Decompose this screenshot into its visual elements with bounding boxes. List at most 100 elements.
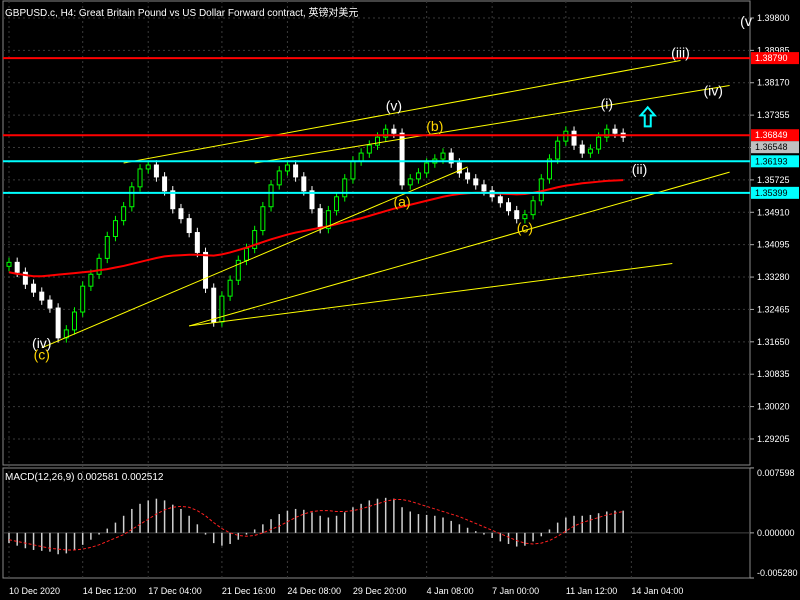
candle-body [153,164,159,178]
price-tick-label: 1.32465 [757,304,790,314]
candle-body [587,148,593,154]
price-tick-label: 1.33280 [757,272,790,282]
trend-line [189,263,673,327]
price-tick-label: 1.34095 [757,240,790,250]
time-tick-label: 21 Dec 16:00 [222,586,276,596]
candle-body [465,172,471,180]
time-tick-label: 14 Dec 12:00 [83,586,137,596]
candle-body [530,200,536,216]
wave-label: (ii) [632,161,648,177]
candle-body [391,128,397,134]
price-tick-label: 1.34910 [757,207,790,217]
level-price-label: 1.35399 [755,188,788,198]
trend-line [123,59,681,164]
price-tick-label: 1.35725 [757,175,790,185]
wave-label: (iv) [32,335,51,351]
price-tick-label: 1.37355 [757,110,790,120]
level-price-label: 1.38790 [755,53,788,63]
candle-body [334,196,340,212]
candle-body [72,311,78,331]
candle-body [555,140,561,160]
candle-body [309,190,315,210]
candle-body [219,295,225,323]
candle-body [227,279,233,297]
candle-body [137,168,143,188]
candle-body [612,128,618,134]
macd-tick-label: 0.000000 [757,528,795,538]
time-tick-label: 10 Dec 2020 [9,586,60,596]
candle-body [112,220,118,238]
wave-label: (iv) [704,82,723,98]
candle-body [260,206,266,232]
candle-body [506,202,512,212]
level-price-tag [751,141,799,154]
price-tick-label: 1.38170 [757,78,790,88]
candle-body [284,164,290,172]
macd-tick-label: 0.007598 [757,468,795,478]
candle-body [162,176,168,192]
trend-line [254,85,730,164]
candle-body [6,261,12,267]
candle-body [440,152,446,160]
candle-body [579,144,585,154]
price-tick-label: 1.31650 [757,337,790,347]
candle-body [383,128,389,138]
candle-body [473,178,479,186]
chart-title: GBPUSD.c, H4: Great Britain Pound vs US … [5,8,359,19]
wave-label: (c) [517,220,533,236]
up-arrow-icon [638,105,657,128]
wave-label: (iii) [671,45,690,61]
candle-body [170,190,176,210]
wave-label: (i) [601,96,613,112]
candle-body [203,251,209,289]
candle-body [596,136,602,150]
candle-body [129,186,135,208]
time-tick-label: 11 Jan 12:00 [566,586,617,596]
candle-body [407,178,413,186]
candle-body [276,170,282,186]
candle-body [194,232,200,253]
candle-body [350,160,356,180]
trend-line [41,166,468,349]
main-plot-frame [2,0,751,466]
candle-body [375,136,380,146]
candle-body [481,184,487,192]
candle-body [211,287,217,323]
candle-body [342,178,348,198]
candle-body [424,162,430,174]
candle-body [268,184,274,208]
candle-body [571,130,577,146]
macd-plot-frame [2,467,751,579]
candle-body [252,230,258,249]
candle-body [546,158,552,180]
level-price-tag [751,52,799,65]
price-tick-label: 1.39800 [757,13,790,23]
wave-label: (a) [394,194,411,210]
candle-body [186,218,192,234]
wave-label: (b) [426,118,443,134]
candle-body [121,206,127,222]
time-tick-label: 4 Jan 08:00 [427,586,474,596]
candle-body [293,164,299,178]
price-tick-label: 1.38985 [757,45,790,55]
candle-body [104,236,110,259]
macd-signal-line [8,499,624,551]
candle-body [448,152,454,164]
candle-body [325,210,331,230]
candle-body [317,208,323,230]
price-tick-label: 1.29205 [757,434,790,444]
candle-body [497,196,503,204]
candle-body [22,271,28,285]
level-price-tag [751,129,799,142]
time-tick-label: 17 Dec 04:00 [148,586,202,596]
moving-average-line [8,179,624,278]
level-price-label: 1.36849 [755,130,788,140]
wave-label: (v) [386,98,402,114]
time-tick-label: 7 Jan 00:00 [492,586,539,596]
level-price-tag [751,155,799,168]
candle-body [415,172,421,180]
candle-body [358,152,364,162]
macd-tick-label: -0.005280 [757,568,798,578]
candle-body [39,291,45,301]
